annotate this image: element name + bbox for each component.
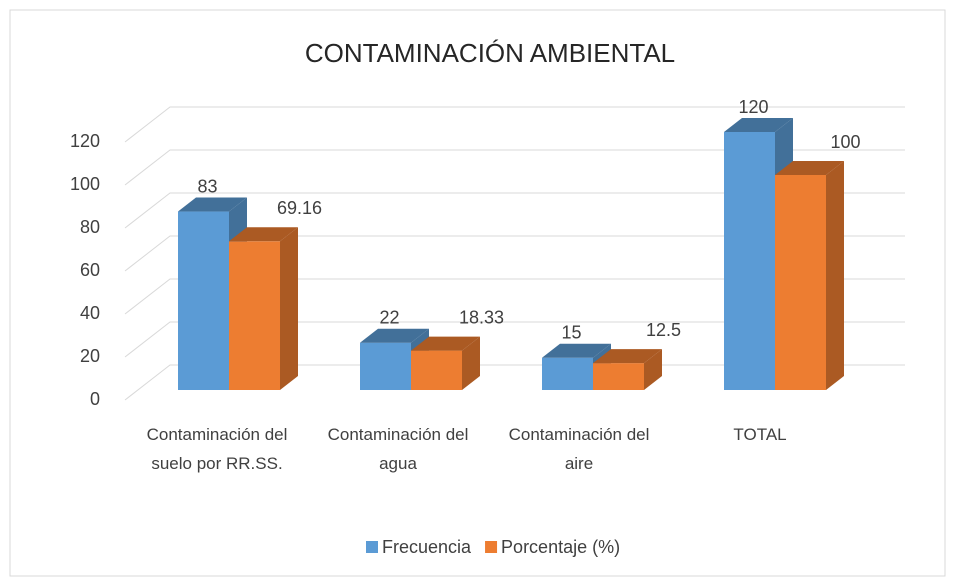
- data-label: 69.16: [277, 198, 322, 218]
- grid-line: [124, 278, 905, 315]
- bar-side: [462, 336, 480, 390]
- legend-swatch: [485, 541, 498, 553]
- bar-top: [775, 161, 844, 175]
- y-tick-label: 20: [80, 346, 100, 366]
- grid-line: [124, 321, 905, 358]
- x-tick-label-box: Contaminación del aire: [508, 425, 650, 473]
- data-label: 83: [197, 176, 217, 196]
- grid-line: [124, 192, 905, 229]
- x-tick-label: Contaminación del suelo por RR.SS.: [146, 425, 288, 473]
- bar: [542, 357, 593, 390]
- data-label: 22: [379, 307, 399, 327]
- bar-top: [724, 118, 793, 132]
- bar: [411, 350, 462, 390]
- x-tick-label-box: TOTAL: [733, 425, 787, 444]
- bar-top: [593, 349, 662, 364]
- x-tick-label: Contaminación del aire: [508, 425, 650, 473]
- grid-line: [124, 149, 905, 186]
- y-tick-label: 80: [80, 217, 100, 237]
- bar-top: [229, 227, 298, 242]
- legend-label: Frecuencia: [382, 537, 472, 557]
- x-tick-label: TOTAL: [733, 425, 787, 444]
- bar-side: [826, 161, 844, 390]
- grid-line: [124, 106, 905, 143]
- x-tick-label-box: Contaminación del suelo por RR.SS.: [146, 425, 288, 473]
- bar: [724, 132, 775, 390]
- y-tick-label: 40: [80, 303, 100, 323]
- y-tick-label: 0: [90, 389, 100, 409]
- data-label: 120: [738, 97, 768, 117]
- bar-top: [411, 336, 480, 351]
- data-label: 100: [830, 132, 860, 152]
- bar: [360, 342, 411, 390]
- data-label: 15: [561, 323, 581, 343]
- bar: [178, 211, 229, 390]
- bar-top: [542, 343, 611, 358]
- y-tick-label: 60: [80, 260, 100, 280]
- legend-label: Porcentaje (%): [501, 537, 620, 557]
- bar-side: [280, 227, 298, 390]
- bar: [775, 175, 826, 390]
- x-tick-label-box: Contaminación del agua: [327, 425, 469, 473]
- bar-side: [644, 349, 662, 390]
- grid-line: [124, 235, 905, 272]
- x-tick-label: Contaminación del agua: [327, 425, 469, 473]
- y-tick-label: 120: [70, 131, 100, 151]
- chart-title: CONTAMINACIÓN AMBIENTAL: [305, 38, 675, 68]
- data-label: 18.33: [459, 307, 504, 327]
- bar: [593, 363, 644, 390]
- bar-top: [360, 328, 429, 343]
- y-tick-label: 100: [70, 174, 100, 194]
- bar: [229, 241, 280, 390]
- data-label: 12.5: [646, 320, 681, 340]
- bar-top: [178, 197, 247, 212]
- legend-swatch: [366, 541, 378, 553]
